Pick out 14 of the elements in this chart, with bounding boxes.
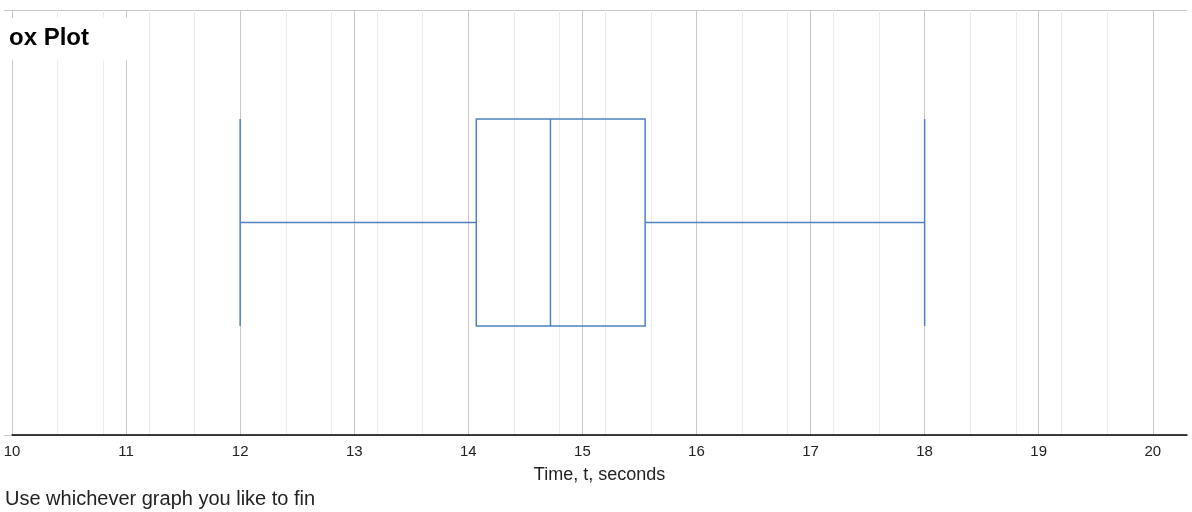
x-tick-label: 20: [1144, 442, 1162, 459]
x-tick-label: 16: [688, 442, 705, 459]
x-tick-label: 18: [916, 442, 933, 459]
x-tick-label: 14: [459, 442, 477, 459]
x-axis-title: Time, t, seconds: [533, 464, 666, 484]
x-tick-label: 19: [1030, 442, 1048, 459]
text: Use whichever graph you like to fin: [5, 487, 316, 509]
text: ox Plot: [9, 22, 90, 50]
x-tick-label: 10: [3, 442, 21, 459]
x-tick-label: 13: [345, 442, 363, 459]
x-tick-label: 15: [574, 442, 591, 459]
x-tick-label: 17: [802, 442, 819, 459]
x-tick-label: 12: [231, 442, 249, 459]
x-tick-label: 11: [118, 442, 134, 459]
